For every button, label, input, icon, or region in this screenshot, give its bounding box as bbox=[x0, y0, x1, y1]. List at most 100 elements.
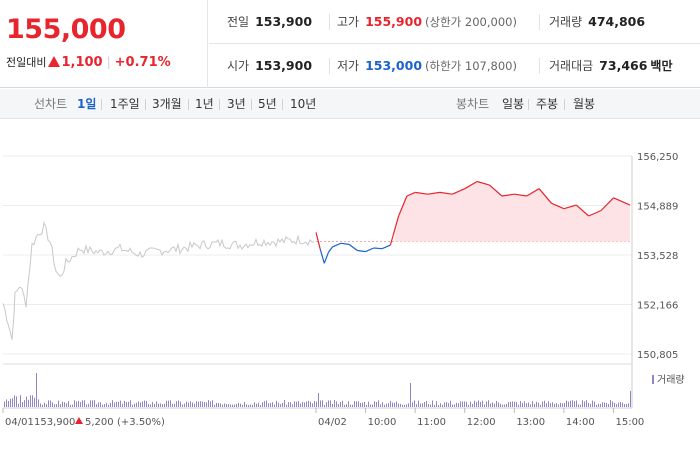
volume-bar bbox=[286, 404, 287, 407]
volume-bar bbox=[330, 400, 331, 407]
volume-bar bbox=[412, 402, 413, 407]
volume-bar bbox=[358, 401, 359, 407]
price-segment-up bbox=[393, 215, 400, 231]
volume-bar bbox=[510, 401, 511, 407]
x-tick-label: 11:00 bbox=[417, 417, 446, 428]
volume-bar bbox=[298, 400, 299, 407]
volume-bar bbox=[186, 401, 187, 407]
volume-bar bbox=[518, 404, 519, 407]
period-1-day-button[interactable]: 1일 bbox=[77, 97, 97, 111]
volume-bar bbox=[506, 403, 507, 407]
volume-bar bbox=[316, 401, 317, 407]
volume-bar bbox=[86, 404, 87, 407]
volume-bar bbox=[52, 402, 53, 407]
period-5-year-button[interactable]: 5년 bbox=[258, 97, 277, 111]
volume-bar bbox=[554, 404, 555, 407]
volume-bar bbox=[590, 403, 591, 407]
volume-bar bbox=[440, 403, 441, 407]
volume-bar bbox=[12, 398, 13, 407]
volume-bar bbox=[106, 402, 107, 407]
volume-bar bbox=[536, 401, 537, 407]
volume-bar bbox=[282, 402, 283, 407]
price-summary: 155,000 전일대비 1,100 | +0.71% bbox=[0, 0, 208, 88]
volume-bar bbox=[14, 395, 15, 407]
volume-bar bbox=[346, 404, 347, 407]
volume-bar bbox=[216, 402, 217, 407]
monthly-candle-button[interactable]: 월봉 bbox=[573, 97, 596, 111]
period-3-year-button[interactable]: 3년 bbox=[227, 97, 246, 111]
volume-bar bbox=[208, 400, 209, 407]
volume-bar bbox=[202, 401, 203, 407]
volume-bar bbox=[390, 400, 391, 407]
price-segment-up bbox=[526, 188, 540, 197]
volume-bar bbox=[570, 400, 571, 407]
period-1-year-button[interactable]: 1년 bbox=[195, 97, 214, 111]
volume-bar bbox=[586, 400, 587, 407]
quote-details: 전일 153,900 고가 155,900 (상한가 200,000) 거래량 474,… bbox=[209, 0, 700, 88]
volume-bar bbox=[238, 402, 239, 407]
price-segment-down bbox=[340, 242, 350, 245]
volume-bar bbox=[164, 403, 165, 407]
divider bbox=[145, 99, 146, 110]
volume-bar bbox=[304, 402, 305, 407]
volume-bar bbox=[230, 404, 231, 407]
volume-bar bbox=[572, 400, 573, 407]
y-tick-label: 156,250 bbox=[637, 152, 678, 163]
volume-bar bbox=[228, 404, 229, 407]
volume-bar bbox=[302, 402, 303, 407]
volume-bar bbox=[176, 401, 177, 407]
volume-bar bbox=[130, 400, 131, 407]
volume-bar bbox=[466, 401, 467, 407]
volume-bar bbox=[502, 404, 503, 407]
volume-bar bbox=[108, 404, 109, 407]
low-label: 저가 bbox=[337, 59, 360, 73]
weekly-candle-button[interactable]: 주봉 bbox=[536, 97, 559, 111]
volume-bar bbox=[88, 403, 89, 407]
period-3-month-button[interactable]: 3개월 bbox=[152, 97, 182, 111]
divider bbox=[188, 99, 189, 110]
volume-bar bbox=[468, 404, 469, 407]
current-price: 155,000 bbox=[6, 14, 126, 45]
volume-bar bbox=[448, 403, 449, 407]
volume-bar bbox=[352, 404, 353, 407]
volume-bar bbox=[234, 404, 235, 407]
price-segment-up bbox=[464, 180, 478, 190]
volume-bar bbox=[514, 401, 515, 407]
volume-bar bbox=[268, 403, 269, 407]
volume-bar bbox=[628, 403, 629, 407]
volume-bar bbox=[332, 404, 333, 407]
volume-bar bbox=[392, 402, 393, 407]
divider bbox=[282, 99, 283, 110]
volume-bar bbox=[438, 404, 439, 407]
volume-bar bbox=[54, 404, 55, 407]
volume-bar bbox=[262, 402, 263, 407]
volume-bar bbox=[486, 401, 487, 407]
price-change: 전일대비 1,100 | +0.71% bbox=[6, 54, 171, 70]
y-tick-label: 152,166 bbox=[637, 301, 678, 312]
volume-bar bbox=[142, 401, 143, 407]
volume-bar bbox=[290, 402, 291, 407]
period-10-year-button[interactable]: 10년 bbox=[290, 97, 317, 111]
volume-bar bbox=[248, 404, 249, 407]
price-segment-down bbox=[373, 247, 383, 250]
volume-bar bbox=[280, 404, 281, 407]
volume-bar bbox=[170, 400, 171, 407]
volume-bar bbox=[524, 401, 525, 407]
price-segment-up bbox=[406, 191, 416, 197]
upper-limit: (상한가 200,000) bbox=[425, 15, 517, 29]
line-chart-label: 선차트 bbox=[34, 97, 68, 111]
volume-bar bbox=[94, 400, 95, 407]
volume-bar bbox=[126, 402, 127, 407]
high-value: 155,900 bbox=[365, 14, 423, 29]
volume-bar bbox=[118, 401, 119, 407]
volume-bar bbox=[540, 404, 541, 407]
volume-bar bbox=[78, 400, 79, 407]
volume-bar bbox=[68, 401, 69, 407]
period-1-week-button[interactable]: 1주일 bbox=[110, 97, 140, 111]
volume-bar bbox=[264, 401, 265, 407]
intraday-price-chart[interactable]: 156,250 154,889 153,528 152,166 150,805 04/0… bbox=[0, 120, 700, 450]
price-segment-down bbox=[348, 243, 358, 251]
daily-candle-button[interactable]: 일봉 bbox=[502, 97, 525, 111]
volume-bar bbox=[150, 404, 151, 407]
volume-bar bbox=[350, 404, 351, 407]
